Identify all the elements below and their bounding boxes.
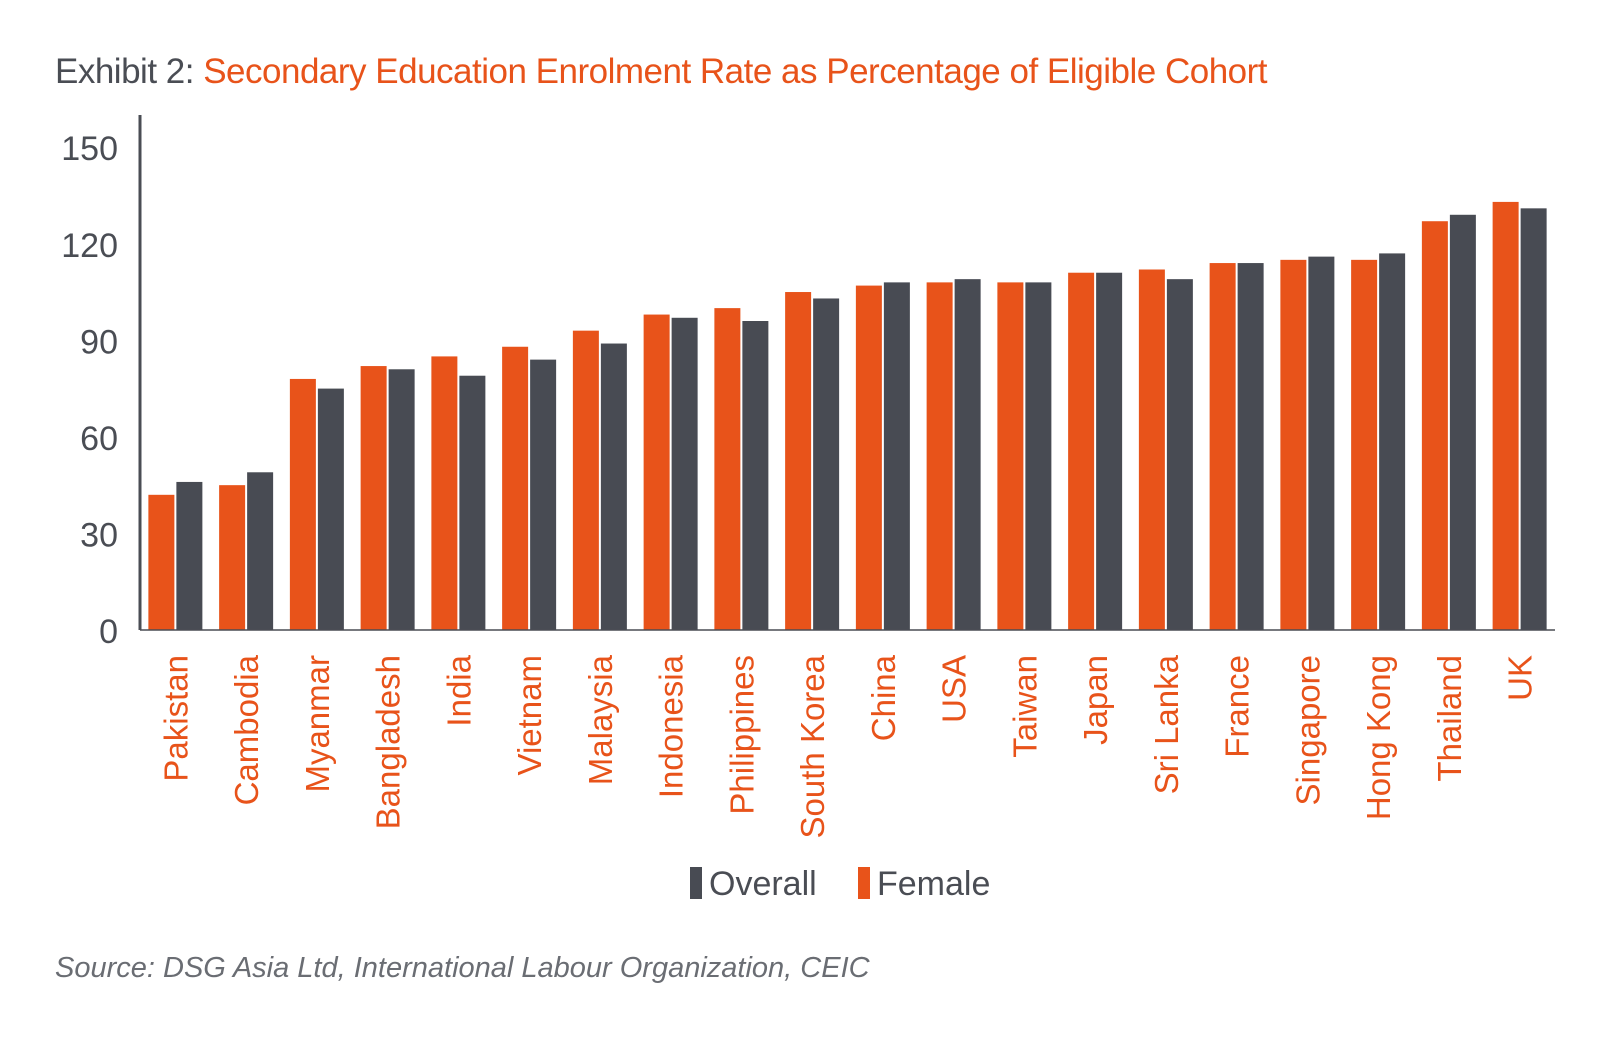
- bar-overall: [813, 298, 840, 630]
- bar-overall: [954, 279, 981, 630]
- bar-overall: [1096, 272, 1123, 630]
- bar-female: [1068, 272, 1095, 630]
- bar-overall: [247, 472, 274, 630]
- x-category-label: Thailand: [1431, 655, 1468, 782]
- x-category-label: Myanmar: [299, 655, 336, 793]
- bar-female: [1209, 263, 1236, 630]
- bar-overall: [671, 317, 698, 630]
- bar-female: [855, 285, 882, 630]
- bar-overall: [1520, 208, 1547, 630]
- bar-overall: [742, 321, 769, 630]
- bar-overall: [530, 359, 557, 630]
- legend-label-female: Female: [877, 865, 990, 903]
- x-category-label: Malaysia: [582, 654, 619, 785]
- y-tick-label: 60: [80, 420, 118, 458]
- bar-overall: [600, 343, 627, 630]
- bar-overall: [1025, 282, 1052, 630]
- bar-overall: [1166, 279, 1193, 630]
- bar-female: [502, 346, 529, 630]
- x-category-label: South Korea: [794, 654, 831, 838]
- y-tick-label: 30: [80, 516, 118, 554]
- bar-overall: [883, 282, 910, 630]
- bar-female: [431, 356, 458, 630]
- bar-female: [360, 366, 387, 630]
- bar-overall: [317, 388, 344, 630]
- legend-label-overall: Overall: [709, 865, 817, 903]
- bar-female: [1421, 221, 1448, 630]
- y-tick-label: 90: [80, 323, 118, 361]
- bar-female: [997, 282, 1024, 630]
- bar-overall: [1237, 263, 1264, 630]
- bar-female: [219, 485, 246, 630]
- bar-overall: [1449, 214, 1476, 630]
- x-category-label: Philippines: [723, 655, 760, 815]
- bar-female: [289, 378, 316, 630]
- x-category-label: Bangladesh: [370, 655, 407, 829]
- legend-swatch-overall: [690, 867, 702, 899]
- x-category-label: UK: [1502, 655, 1539, 701]
- x-category-label: China: [865, 654, 902, 741]
- source-note: Source: DSG Asia Ltd, International Labo…: [55, 952, 870, 984]
- y-tick-label: 0: [99, 613, 118, 651]
- bar-female: [643, 314, 670, 630]
- x-category-label: Pakistan: [157, 655, 194, 782]
- title-prefix: Exhibit 2:: [55, 52, 194, 91]
- legend-swatch-female: [858, 867, 870, 899]
- bar-female: [1138, 269, 1165, 630]
- x-category-label: France: [1219, 655, 1256, 758]
- y-tick-label: 120: [61, 227, 118, 265]
- bar-female: [926, 282, 953, 630]
- bar-overall: [388, 369, 415, 630]
- x-category-label: Sri Lanka: [1148, 654, 1185, 794]
- bar-female: [1351, 259, 1378, 630]
- x-category-label: Japan: [1077, 655, 1114, 745]
- y-tick-label: 150: [61, 130, 118, 168]
- bar-overall: [1379, 253, 1406, 630]
- x-category-label: Indonesia: [653, 654, 690, 798]
- chart-title: Exhibit 2: Secondary Education Enrolment…: [55, 52, 1268, 92]
- x-category-label: Vietnam: [511, 655, 548, 775]
- bar-female: [785, 292, 812, 630]
- bar-female: [1280, 259, 1307, 630]
- bar-overall: [176, 481, 203, 630]
- x-category-label: Singapore: [1289, 655, 1326, 805]
- bar-female: [714, 308, 741, 630]
- x-category-label: Cambodia: [228, 654, 265, 805]
- title-main: Secondary Education Enrolment Rate as Pe…: [203, 52, 1268, 91]
- bar-overall: [459, 375, 486, 630]
- x-category-label: Taiwan: [1006, 655, 1043, 758]
- bar-female: [572, 330, 599, 630]
- x-category-label: India: [440, 654, 477, 726]
- x-category-label: USA: [936, 655, 973, 723]
- bar-female: [148, 494, 175, 630]
- x-category-label: Hong Kong: [1360, 655, 1397, 820]
- bar-overall: [1308, 256, 1335, 630]
- bar-female: [1492, 201, 1519, 630]
